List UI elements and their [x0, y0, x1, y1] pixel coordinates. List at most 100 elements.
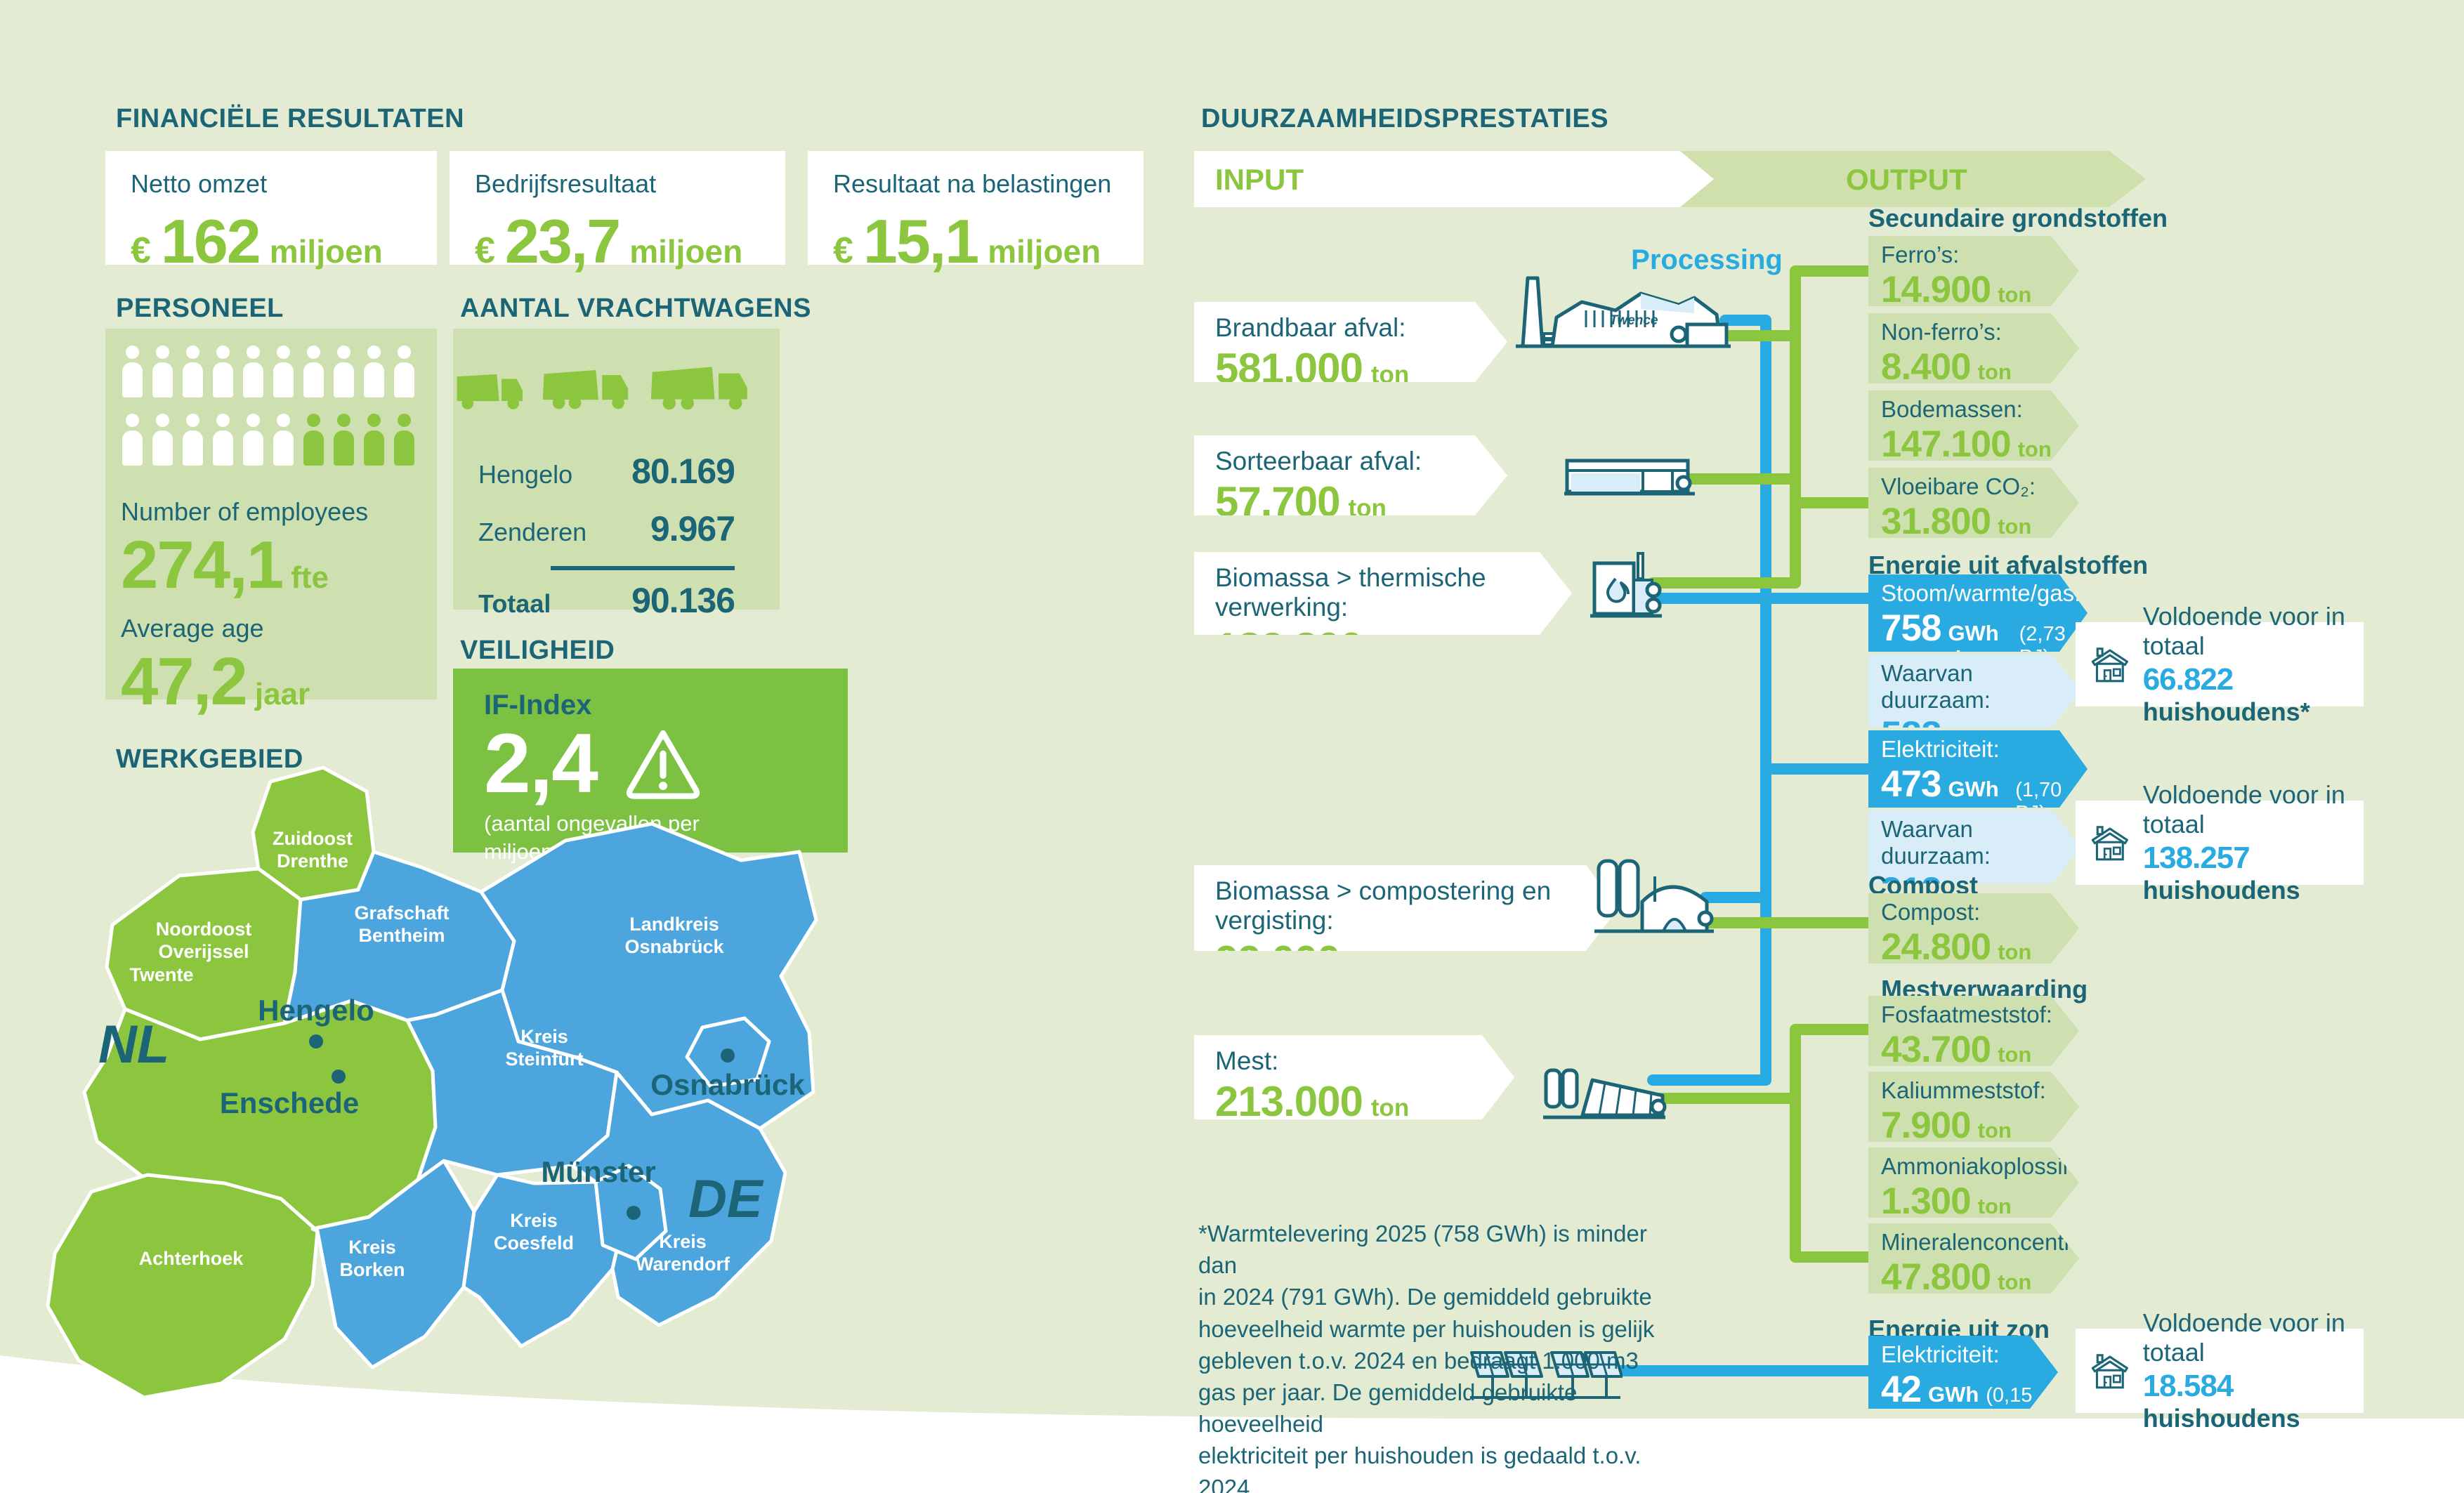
output-label-text: Ferro’s:	[1881, 242, 1960, 268]
output-box-fosfaat: Fosfaatmeststof: 43.700 ton	[1868, 996, 2079, 1066]
flow-line-green-compost	[1700, 917, 1875, 928]
map-label: Coesfeld	[494, 1232, 574, 1254]
output-unit: ton	[1998, 1270, 2032, 1294]
output-label-text: Stoom/warmte/gas:	[1881, 580, 2081, 606]
output-unit: ton	[1977, 1118, 2012, 1143]
output-value: 43.700	[1881, 1029, 1991, 1070]
person-icon-green	[302, 414, 325, 466]
households-box-zon: Voldoende voor in totaal 18.584 huishoud…	[2076, 1308, 2364, 1433]
input-label-text: Sorteerbaar afval:	[1215, 447, 1422, 475]
person-icon	[121, 414, 144, 466]
output-label: OUTPUT	[1846, 163, 1967, 196]
card-value: € 162 miljoen	[131, 206, 437, 277]
map-city-dot-muenster	[627, 1206, 641, 1220]
output-label-text: Mineralenconcentraat:	[1881, 1229, 2111, 1255]
output-box-bodemassen: Bodemassen: 147.100 ton	[1868, 390, 2079, 461]
input-label-text: Biomassa > thermische verwerking:	[1215, 563, 1486, 621]
person-icon	[181, 414, 204, 466]
card-bedrijfsresultaat: Bedrijfsresultaat € 23,7 miljoen	[450, 151, 785, 276]
person-icon	[211, 346, 235, 397]
person-icon	[211, 414, 235, 466]
section-title-vrachtwagens: AANTAL VRACHTWAGENS	[460, 294, 811, 323]
flow-line-green-vloeibare	[1790, 497, 1875, 508]
output-value: 758	[1881, 607, 1941, 649]
output-label-text: Bodemassen:	[1881, 396, 2023, 422]
section-title-duurzaamheid: DUURZAAMHEIDSPRESTATIES	[1201, 104, 1609, 133]
section-title-werkgebied: WERKGEBIED	[116, 744, 303, 774]
output-label-text: Ammoniakoplossing:	[1881, 1153, 2095, 1179]
euro-sign: €	[475, 230, 495, 271]
flow-line-blue-zon	[1616, 1365, 1875, 1376]
output-label-text: Waarvan duurzaam:	[1881, 660, 1991, 713]
output-unit: ton	[1998, 514, 2032, 539]
flow-line-blue-stoom	[1644, 593, 1875, 604]
flow-line-blue-elektriciteit	[1760, 763, 1875, 775]
input-arrow-brandbaar: Brandbaar afval: 581.000 ton	[1194, 302, 1507, 382]
person-icon	[332, 346, 355, 397]
output-header-secundaire: Secundaire grondstoffen	[1868, 204, 2168, 232]
output-value: 7.900	[1881, 1105, 1971, 1146]
input-value: 182.800	[1215, 624, 1363, 671]
amount-unit: miljoen	[629, 233, 743, 270]
person-icon	[242, 414, 265, 466]
map-region-achterhoek	[46, 1173, 320, 1400]
output-box-nonferros: Non-ferro’s: 8.400 ton	[1868, 313, 2079, 383]
card-label: Resultaat na belastingen	[833, 169, 1112, 198]
amount: 15,1	[863, 206, 979, 276]
card-value: € 15,1 miljoen	[833, 206, 1143, 277]
input-arrow-biomassa-thermisch: Biomassa > thermische verwerking: 182.80…	[1194, 552, 1572, 635]
output-unit: GWh	[1927, 1382, 1979, 1407]
output-value: 1.300	[1881, 1180, 1971, 1222]
map-label: Achterhoek	[139, 1248, 244, 1269]
card-resultaat-na-belastingen: Resultaat na belastingen € 15,1 miljoen	[808, 151, 1143, 276]
households-suffix: huishoudens*	[2142, 697, 2310, 726]
flow-line-green-mineralen	[1790, 1251, 1875, 1263]
output-label-text: Compost:	[1881, 899, 1981, 925]
output-unit: ton	[1998, 940, 2032, 964]
truck-icon	[650, 367, 747, 410]
output-label-text: Fosfaatmeststof:	[1881, 1001, 2052, 1027]
output-label-text: Kaliummeststof:	[1881, 1077, 2046, 1103]
person-icon	[393, 346, 416, 397]
solar-panels-icon	[1470, 1351, 1623, 1399]
person-icon	[181, 346, 204, 397]
output-value: 473	[1881, 763, 1941, 805]
truck-icon	[457, 374, 523, 409]
card-value: € 23,7 miljoen	[475, 206, 785, 277]
flow-line-blue-factory	[1719, 315, 1771, 326]
house-icon	[2091, 647, 2128, 683]
input-label: INPUT	[1215, 163, 1304, 196]
output-value: 31.800	[1881, 501, 1991, 542]
composting-facility-icon	[1594, 859, 1714, 933]
section-title-personeel: PERSONEEL	[116, 294, 284, 323]
input-unit: ton	[1370, 640, 1410, 668]
output-box-compost: Compost: 24.800 ton	[1868, 893, 2079, 963]
card-netto-omzet: Netto omzet € 162 miljoen	[105, 151, 437, 276]
person-icon	[362, 346, 386, 397]
waste-processing-plant-icon: Twence	[1516, 276, 1731, 348]
map-label: Grafschaft	[354, 902, 449, 923]
output-value: 24.800	[1881, 926, 1991, 968]
output-value: 42	[1881, 1369, 1921, 1410]
if-index-value: 2,4	[484, 716, 598, 810]
output-unit: ton	[1998, 282, 2032, 307]
output-label-text: Waarvan duurzaam:	[1881, 816, 1991, 869]
map-label: Noordoost	[156, 919, 251, 940]
footnote-text: *Warmtelevering 2025 (758 GWh) is minder…	[1198, 1221, 1655, 1493]
row-label: Hengelo	[478, 460, 573, 489]
thermal-biomass-facility-icon	[1590, 552, 1662, 618]
amount: 162	[160, 206, 261, 276]
flow-line-green-thermisch	[1647, 577, 1801, 588]
person-icon	[272, 346, 295, 397]
person-icon	[302, 346, 325, 397]
map-label: Warendorf	[636, 1254, 730, 1275]
flow-line-green-trunk	[1790, 265, 1801, 588]
flow-line-green-fosfaat	[1790, 1024, 1875, 1035]
input-arrow-biomassa-compostering: Biomassa > compostering en vergisting: 9…	[1194, 865, 1618, 951]
age-value: 47,2 jaar	[121, 643, 437, 721]
flow-line-blue-compost	[1700, 892, 1770, 903]
person-icon	[121, 346, 144, 397]
households-line1: Voldoende voor in totaal	[2142, 602, 2345, 660]
